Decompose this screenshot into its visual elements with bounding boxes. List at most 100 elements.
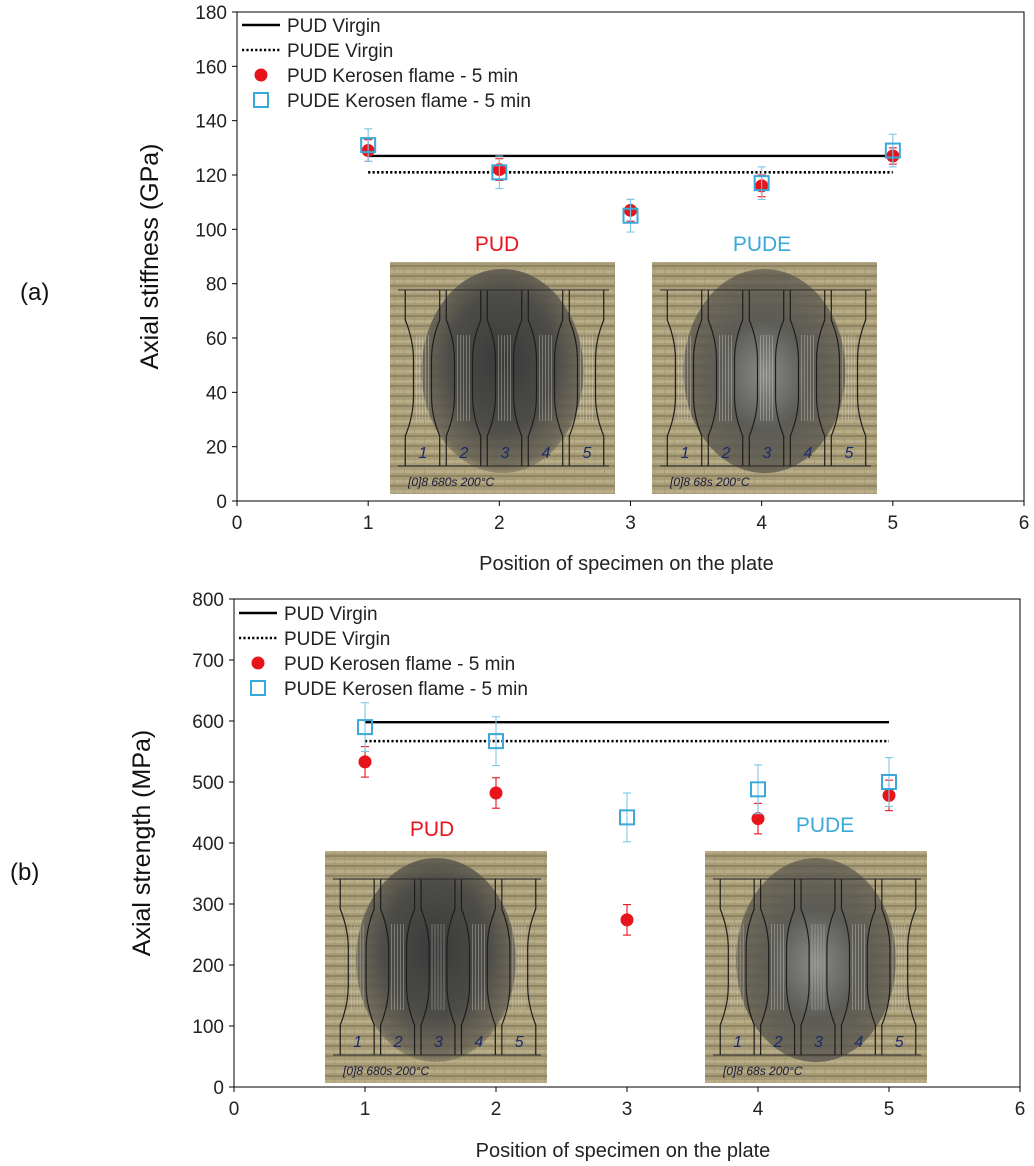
plate-caption: [0]8 68s 200°C <box>669 475 750 489</box>
plate-caption: [0]8 680s 200°C <box>407 475 495 489</box>
y-tick-label: 60 <box>206 329 227 350</box>
legend-entry-label: PUD Virgin <box>287 16 381 37</box>
data-point-circle <box>358 755 372 769</box>
legend-swatch-square <box>253 92 269 108</box>
y-tick-label: 300 <box>192 895 224 916</box>
data-point-square <box>881 774 897 790</box>
plate-caption: [0]8 68s 200°C <box>722 1064 803 1078</box>
specimen-outline <box>486 290 523 466</box>
y-tick-label: 800 <box>192 590 224 611</box>
y-tick-label: 0 <box>213 1078 224 1099</box>
specimen-number: 3 <box>501 445 510 462</box>
specimen-plate-photo-pude: 1 2 3 4 5 [0]8 68s 200°C <box>652 262 877 494</box>
burn-mark <box>421 268 584 474</box>
data-point-square <box>884 142 901 159</box>
chart-panel-b: 1 2 3 4 5 [0]8 680s 200°C 1 2 3 4 5 [0]8 68s 200°C P… <box>10 590 1025 1162</box>
specimen-outline <box>527 290 564 466</box>
legend-entry-label: PUDE Kerosen flame - 5 min <box>284 679 528 700</box>
legend-swatch-circle <box>254 68 268 82</box>
y-tick-label: 700 <box>192 651 224 672</box>
legend-entry-label: PUD Virgin <box>284 604 378 625</box>
specimen-outline <box>666 290 703 466</box>
x-tick-label: 2 <box>494 513 505 534</box>
burn-mark <box>683 268 846 474</box>
specimen-plate-photo-pude: 1 2 3 4 5 [0]8 68s 200°C <box>705 851 927 1083</box>
photo-label-pud: PUD <box>410 818 454 841</box>
legend-entry-label: PUDE Kerosen flame - 5 min <box>287 91 531 112</box>
data-point-square <box>491 164 508 181</box>
legend-entry-label: PUD Kerosen flame - 5 min <box>284 654 515 675</box>
y-tick-label: 400 <box>192 834 224 855</box>
specimen-number: 5 <box>583 445 592 462</box>
specimen-outline <box>719 879 755 1055</box>
specimen-plate-photo-pud: 1 2 3 4 5 [0]8 680s 200°C <box>390 262 615 494</box>
y-tick-label: 40 <box>206 383 227 404</box>
specimen-number: 2 <box>393 1034 403 1051</box>
specimen-number: 3 <box>763 445 772 462</box>
x-tick-label: 4 <box>753 1099 764 1120</box>
specimen-outline <box>501 879 537 1055</box>
panel-label: (b) <box>10 859 39 886</box>
specimen-outline <box>380 879 416 1055</box>
specimen-outline <box>420 879 456 1055</box>
data-point-square <box>750 781 766 798</box>
x-tick-label: 0 <box>232 513 243 534</box>
specimen-outline <box>707 290 744 466</box>
x-tick-label: 3 <box>622 1099 633 1120</box>
x-tick-label: 6 <box>1015 1099 1026 1120</box>
y-axis-label: Axial stiffness (GPa) <box>136 143 164 369</box>
burn-mark <box>736 857 896 1063</box>
specimen-number: 4 <box>542 445 551 462</box>
plate-caption: [0]8 680s 200°C <box>342 1064 430 1078</box>
legend-swatch-square <box>250 680 266 696</box>
legend-entry-label: PUDE Virgin <box>287 41 393 62</box>
legend: PUD Virgin PUDE Virgin PUD Kerosen flame -… <box>242 16 531 112</box>
y-tick-label: 140 <box>195 112 227 133</box>
specimen-number: 2 <box>773 1034 783 1051</box>
specimen-outline <box>568 290 605 466</box>
y-tick-label: 600 <box>192 712 224 733</box>
y-tick-label: 200 <box>192 956 224 977</box>
specimen-outline <box>881 879 917 1055</box>
specimen-outline <box>830 290 867 466</box>
x-tick-label: 1 <box>360 1099 371 1120</box>
specimen-number: 3 <box>814 1034 823 1051</box>
specimen-number: 2 <box>459 445 469 462</box>
legend-entry-label: PUD Kerosen flame - 5 min <box>287 66 518 87</box>
specimen-outline <box>748 290 785 466</box>
x-tick-label: 1 <box>363 513 374 534</box>
specimen-number: 1 <box>681 445 690 462</box>
photo-label-pude: PUDE <box>733 233 791 256</box>
x-tick-label: 5 <box>888 513 899 534</box>
specimen-outline <box>760 879 796 1055</box>
y-tick-label: 100 <box>195 220 227 241</box>
data-point-square <box>488 733 504 750</box>
x-tick-label: 4 <box>756 513 767 534</box>
specimen-outline <box>800 879 836 1055</box>
y-tick-label: 120 <box>195 166 227 187</box>
specimen-number: 4 <box>854 1034 863 1051</box>
data-point-square <box>622 207 639 224</box>
specimen-number: 5 <box>895 1034 904 1051</box>
specimen-outline <box>840 879 876 1055</box>
legend-swatch-circle <box>251 656 265 670</box>
data-point-square <box>357 719 373 736</box>
specimen-number: 1 <box>419 445 428 462</box>
data-point-square <box>360 137 377 154</box>
panel-label: (a) <box>20 279 49 306</box>
x-axis-label: Position of specimen on the plate <box>479 553 774 575</box>
specimen-plate-photo-pud: 1 2 3 4 5 [0]8 680s 200°C <box>325 851 547 1083</box>
legend: PUD Virgin PUDE Virgin PUD Kerosen flame -… <box>239 604 528 700</box>
burn-mark <box>356 857 516 1063</box>
specimen-outline <box>789 290 826 466</box>
data-point-circle <box>620 913 634 927</box>
series-pude-kerosen-flame-5-min <box>360 128 901 233</box>
specimen-number: 1 <box>733 1034 742 1051</box>
x-tick-label: 3 <box>625 513 636 534</box>
specimen-number: 4 <box>474 1034 483 1051</box>
specimen-number: 3 <box>434 1034 443 1051</box>
specimen-number: 2 <box>721 445 731 462</box>
specimen-number: 1 <box>353 1034 362 1051</box>
specimen-outline <box>445 290 482 466</box>
chart-panel-a: 1 2 3 4 5 [0]8 680s 200°C 1 2 3 4 5 [0]8 68s 200°C P… <box>20 3 1029 575</box>
